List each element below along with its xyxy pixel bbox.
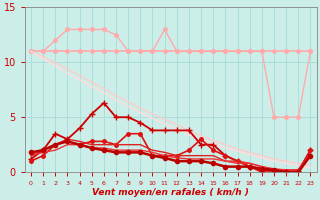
X-axis label: Vent moyen/en rafales ( km/h ): Vent moyen/en rafales ( km/h ) <box>92 188 249 197</box>
